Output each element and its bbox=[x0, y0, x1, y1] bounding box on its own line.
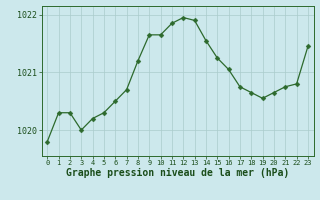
X-axis label: Graphe pression niveau de la mer (hPa): Graphe pression niveau de la mer (hPa) bbox=[66, 168, 289, 178]
